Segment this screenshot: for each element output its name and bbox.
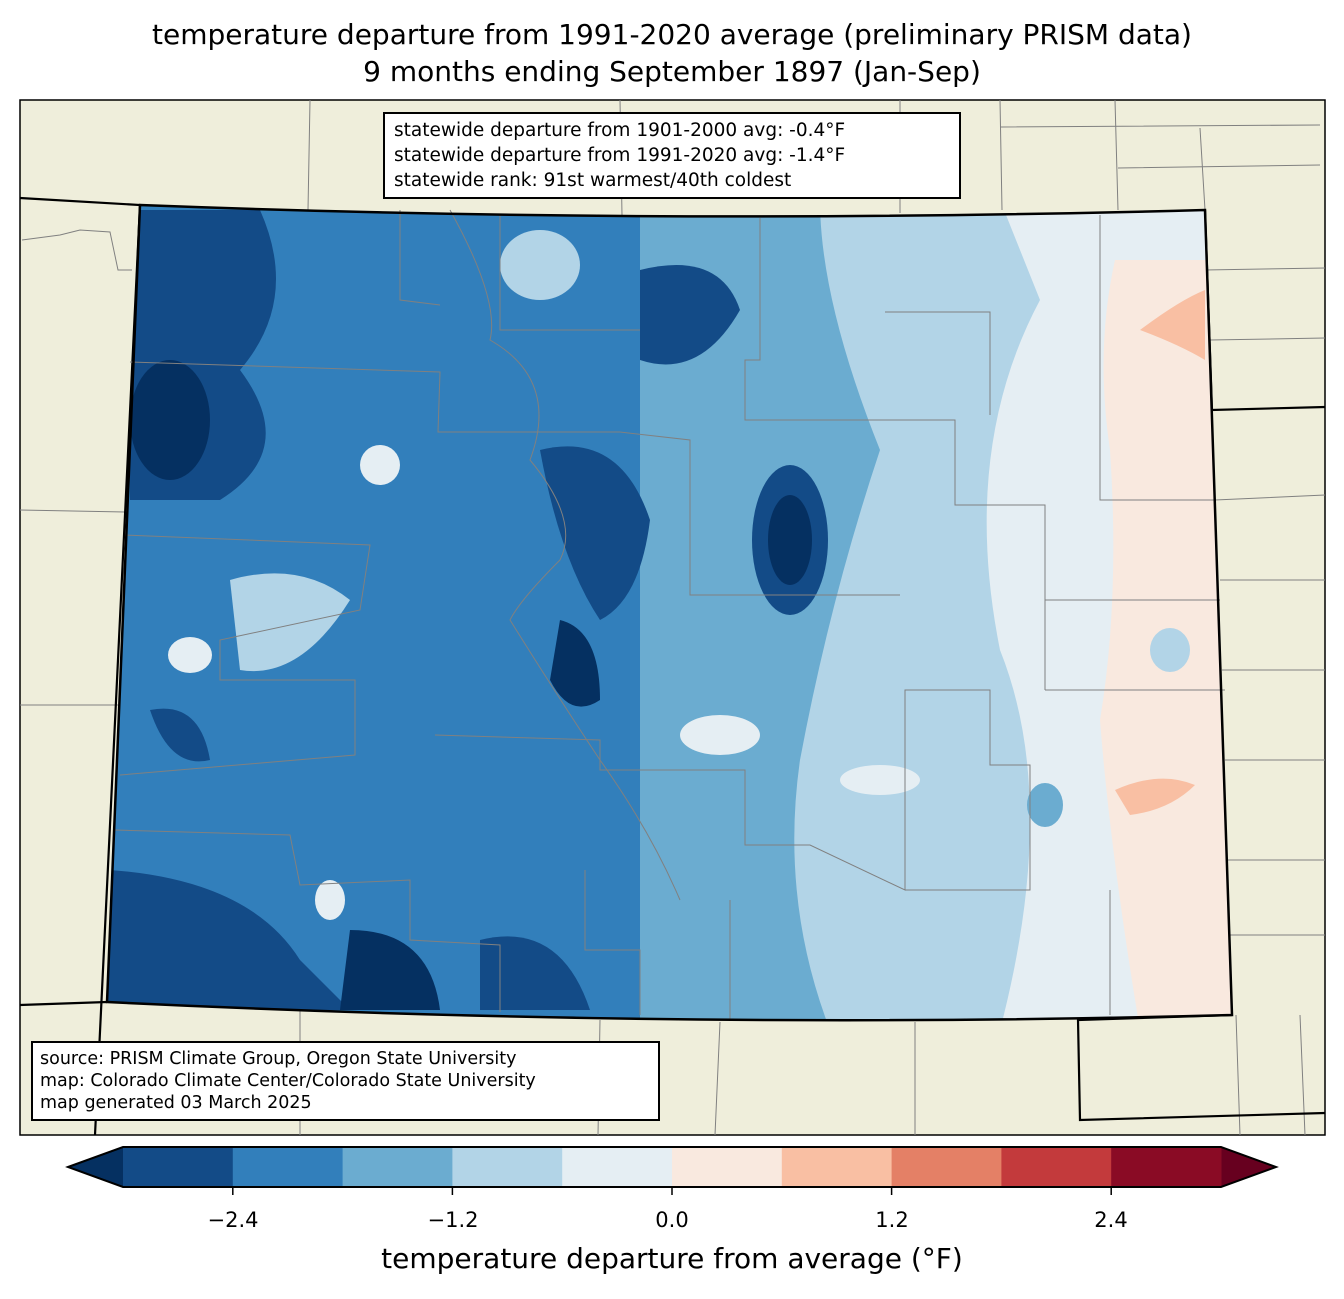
map-subtitle: 9 months ending September 1897 (Jan-Sep) (363, 55, 981, 88)
map-title: temperature departure from 1991-2020 ave… (152, 18, 1192, 51)
stats-departure-1991-2020: statewide departure from 1991-2020 avg: … (394, 145, 846, 166)
colorbar-tick-label: 1.2 (875, 1208, 909, 1232)
colorbar-tick-label: −2.4 (207, 1208, 259, 1232)
temperature-field (107, 205, 1232, 1021)
colorbar-tick-label: −1.2 (427, 1208, 479, 1232)
colorbar-bin (452, 1147, 563, 1187)
colorado-border (105, 203, 1234, 1022)
colorbar-bin (672, 1147, 783, 1187)
colorbar-bin (562, 1147, 673, 1187)
stats-rank: statewide rank: 91st warmest/40th coldes… (394, 170, 792, 191)
county-lines (114, 209, 1225, 1020)
generated-date-line: map generated 03 March 2025 (40, 1093, 312, 1113)
colorbar-label: temperature departure from average (°F) (381, 1242, 963, 1275)
map-credit-line: map: Colorado Climate Center/Colorado St… (40, 1071, 536, 1091)
colorbar-tick-label: 2.4 (1094, 1208, 1128, 1232)
colorbar-bin (123, 1147, 234, 1187)
stats-departure-1901-2000: statewide departure from 1901-2000 avg: … (394, 120, 846, 141)
statewide-stats-box: statewide departure from 1901-2000 avg: … (383, 112, 961, 199)
colorbar-bin (232, 1147, 344, 1187)
colorbar-over-arrow (1221, 1147, 1276, 1187)
colorbar-bin (1001, 1147, 1112, 1187)
colorbar-bin (1111, 1147, 1222, 1187)
colorbar (65, 1146, 1279, 1195)
colorbar-under-arrow (68, 1147, 123, 1187)
source-box: source: PRISM Climate Group, Oregon Stat… (31, 1041, 660, 1121)
colorbar-bin (891, 1147, 1002, 1187)
colorbar-outline (65, 1146, 1279, 1188)
colorbar-tick-label: 0.0 (655, 1208, 689, 1232)
colorbar-bin (781, 1147, 893, 1187)
source-line: source: PRISM Climate Group, Oregon Stat… (40, 1049, 517, 1069)
colorbar-bin (342, 1147, 453, 1187)
